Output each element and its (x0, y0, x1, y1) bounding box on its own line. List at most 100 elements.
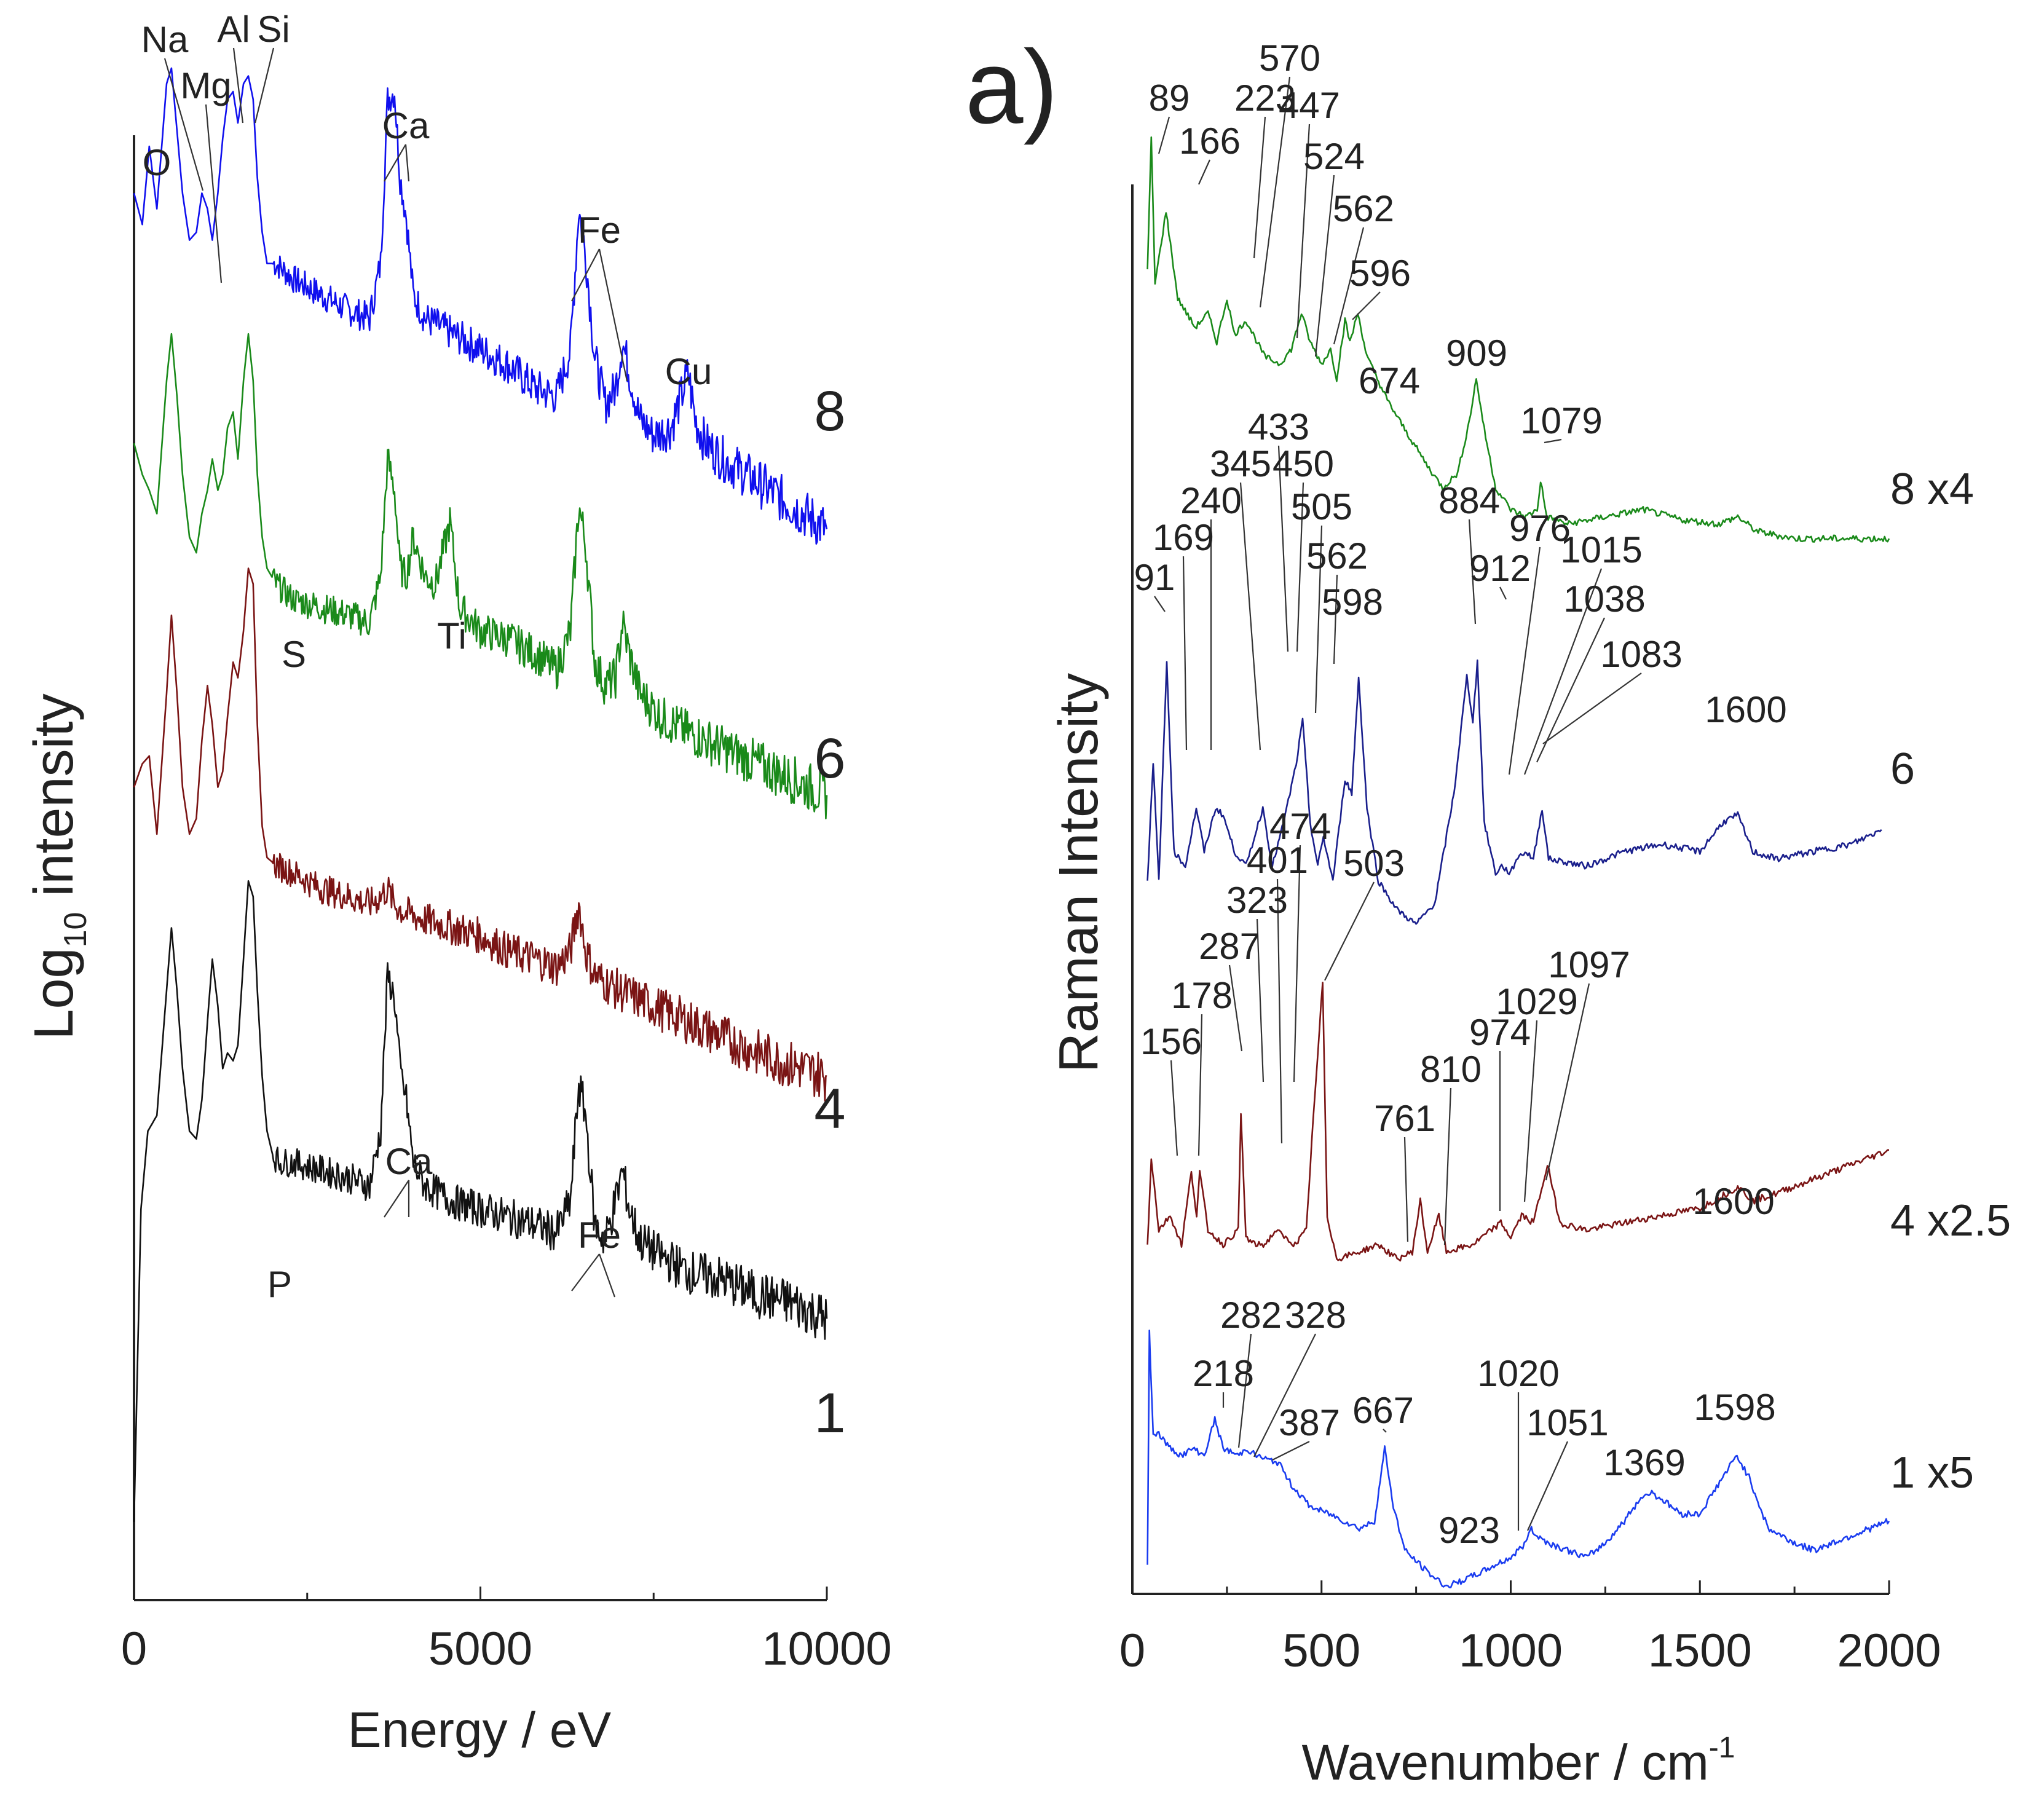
peak-label: 166 (1179, 120, 1241, 162)
peak-label: 323 (1226, 880, 1288, 921)
peak-leader (1523, 568, 1603, 775)
element-leader (164, 58, 204, 191)
element-leader (384, 1180, 409, 1218)
peak-leader (1443, 1087, 1452, 1245)
left-x-tick-label: 5000 (428, 1623, 532, 1675)
peak-label: 450 (1273, 443, 1334, 484)
peak-label: 387 (1279, 1402, 1340, 1443)
right-x-tick-label: 2000 (1837, 1625, 1941, 1677)
peak-leader (1158, 116, 1170, 154)
peak-label: 974 (1469, 1012, 1531, 1053)
peak-leader (1154, 596, 1166, 612)
peak-leader (1333, 227, 1365, 345)
element-leader (205, 104, 223, 283)
peak-label: 1020 (1477, 1353, 1559, 1394)
peak-label: 1598 (1694, 1387, 1775, 1428)
raman-trace-label: 1 x5 (1890, 1448, 1974, 1497)
xrf-trace-label: 4 (814, 1078, 845, 1140)
peak-label: 1369 (1603, 1442, 1685, 1483)
peak-leader (1253, 1333, 1316, 1457)
element-label: Al (217, 9, 250, 50)
element-leader (571, 1253, 600, 1291)
left-x-axis-title: Energy / eV (348, 1702, 612, 1758)
peak-label: 1038 (1563, 578, 1645, 620)
peak-leader (1253, 116, 1266, 259)
peak-label: 503 (1343, 843, 1405, 884)
peak-leader (1536, 617, 1605, 763)
peak-label: 505 (1291, 486, 1352, 527)
peak-leader (1296, 482, 1304, 652)
peak-leader (1259, 76, 1291, 308)
peak-label: 328 (1285, 1295, 1346, 1336)
right-x-axis-title: Wavenumber / cm-1 (1302, 1732, 1735, 1791)
element-leader (254, 47, 275, 124)
raman-trace-label: 4 x2.5 (1890, 1196, 2011, 1245)
peak-label: 562 (1306, 535, 1368, 577)
element-label: Fe (578, 1215, 621, 1256)
element-label: Mg (180, 65, 231, 106)
right-x-tick-label: 1500 (1648, 1625, 1752, 1677)
peak-label: 562 (1333, 188, 1394, 229)
xrf-trace-label: 1 (814, 1382, 845, 1445)
peak-label: 976 (1509, 508, 1571, 549)
xrf-trace-6 (133, 333, 828, 819)
peak-leader (1468, 519, 1477, 625)
peak-label: 218 (1193, 1353, 1254, 1394)
peak-leader (1403, 1137, 1409, 1242)
element-label: Na (141, 19, 189, 60)
xrf-trace-label: 8 (814, 380, 845, 443)
peak-leader (1277, 445, 1289, 652)
element-label: Si (257, 9, 290, 50)
peak-label: 909 (1446, 333, 1507, 374)
peak-label: 1600 (1705, 689, 1786, 730)
peak-label: 923 (1438, 1510, 1500, 1551)
right-x-tick-label: 0 (1119, 1625, 1145, 1677)
raman-trace-6 (1146, 659, 1882, 925)
peak-label: 1029 (1496, 981, 1577, 1022)
element-label: S (282, 634, 306, 675)
peak-label: 156 (1140, 1021, 1202, 1062)
peak-leader (1545, 983, 1590, 1181)
xrf-trace-8 (133, 67, 828, 545)
peak-label: 178 (1171, 975, 1233, 1016)
panel-label: a) (965, 29, 1058, 146)
peak-label: 474 (1269, 806, 1331, 847)
peak-leader (1239, 482, 1261, 751)
xrf-trace-1 (133, 880, 828, 1522)
peak-leader (1228, 964, 1243, 1052)
peak-leader (1237, 1333, 1252, 1448)
right-y-axis-title: Raman Intensity (1048, 673, 1110, 1073)
peak-leader (1198, 1014, 1203, 1156)
peak-label: 1079 (1520, 400, 1602, 441)
peak-label: 674 (1359, 360, 1420, 401)
peak-leader (1170, 1060, 1178, 1156)
raman-trace-1-x5 (1146, 1330, 1890, 1588)
peak-label: 912 (1469, 548, 1531, 589)
peak-leader (1508, 546, 1541, 775)
peak-leader (1198, 159, 1211, 185)
peak-label: 761 (1374, 1098, 1435, 1139)
peak-leader (1314, 175, 1335, 357)
element-label: O (143, 142, 172, 183)
raman-trace-4-x2.5 (1146, 982, 1889, 1262)
element-label: Cu (665, 351, 712, 392)
element-leader (404, 144, 410, 182)
peak-label: 345 (1210, 443, 1271, 484)
element-leader (232, 47, 244, 124)
element-leader (598, 248, 628, 382)
peak-leader (1272, 1441, 1310, 1461)
peak-label: 1015 (1560, 529, 1642, 570)
peak-label: 1051 (1526, 1402, 1608, 1443)
peak-leader (1296, 124, 1311, 339)
peak-label: 524 (1303, 136, 1365, 177)
peak-label: 884 (1438, 480, 1500, 521)
peak-label: 169 (1153, 517, 1214, 558)
element-label: Ca (385, 1141, 433, 1182)
left-y-axis-title: Log10 intensity (23, 693, 93, 1039)
peak-label: 223 (1234, 77, 1296, 119)
peak-leader (1526, 1441, 1569, 1531)
right-x-tick-label: 500 (1282, 1625, 1360, 1677)
raman-trace-label: 8 x4 (1890, 465, 1974, 514)
